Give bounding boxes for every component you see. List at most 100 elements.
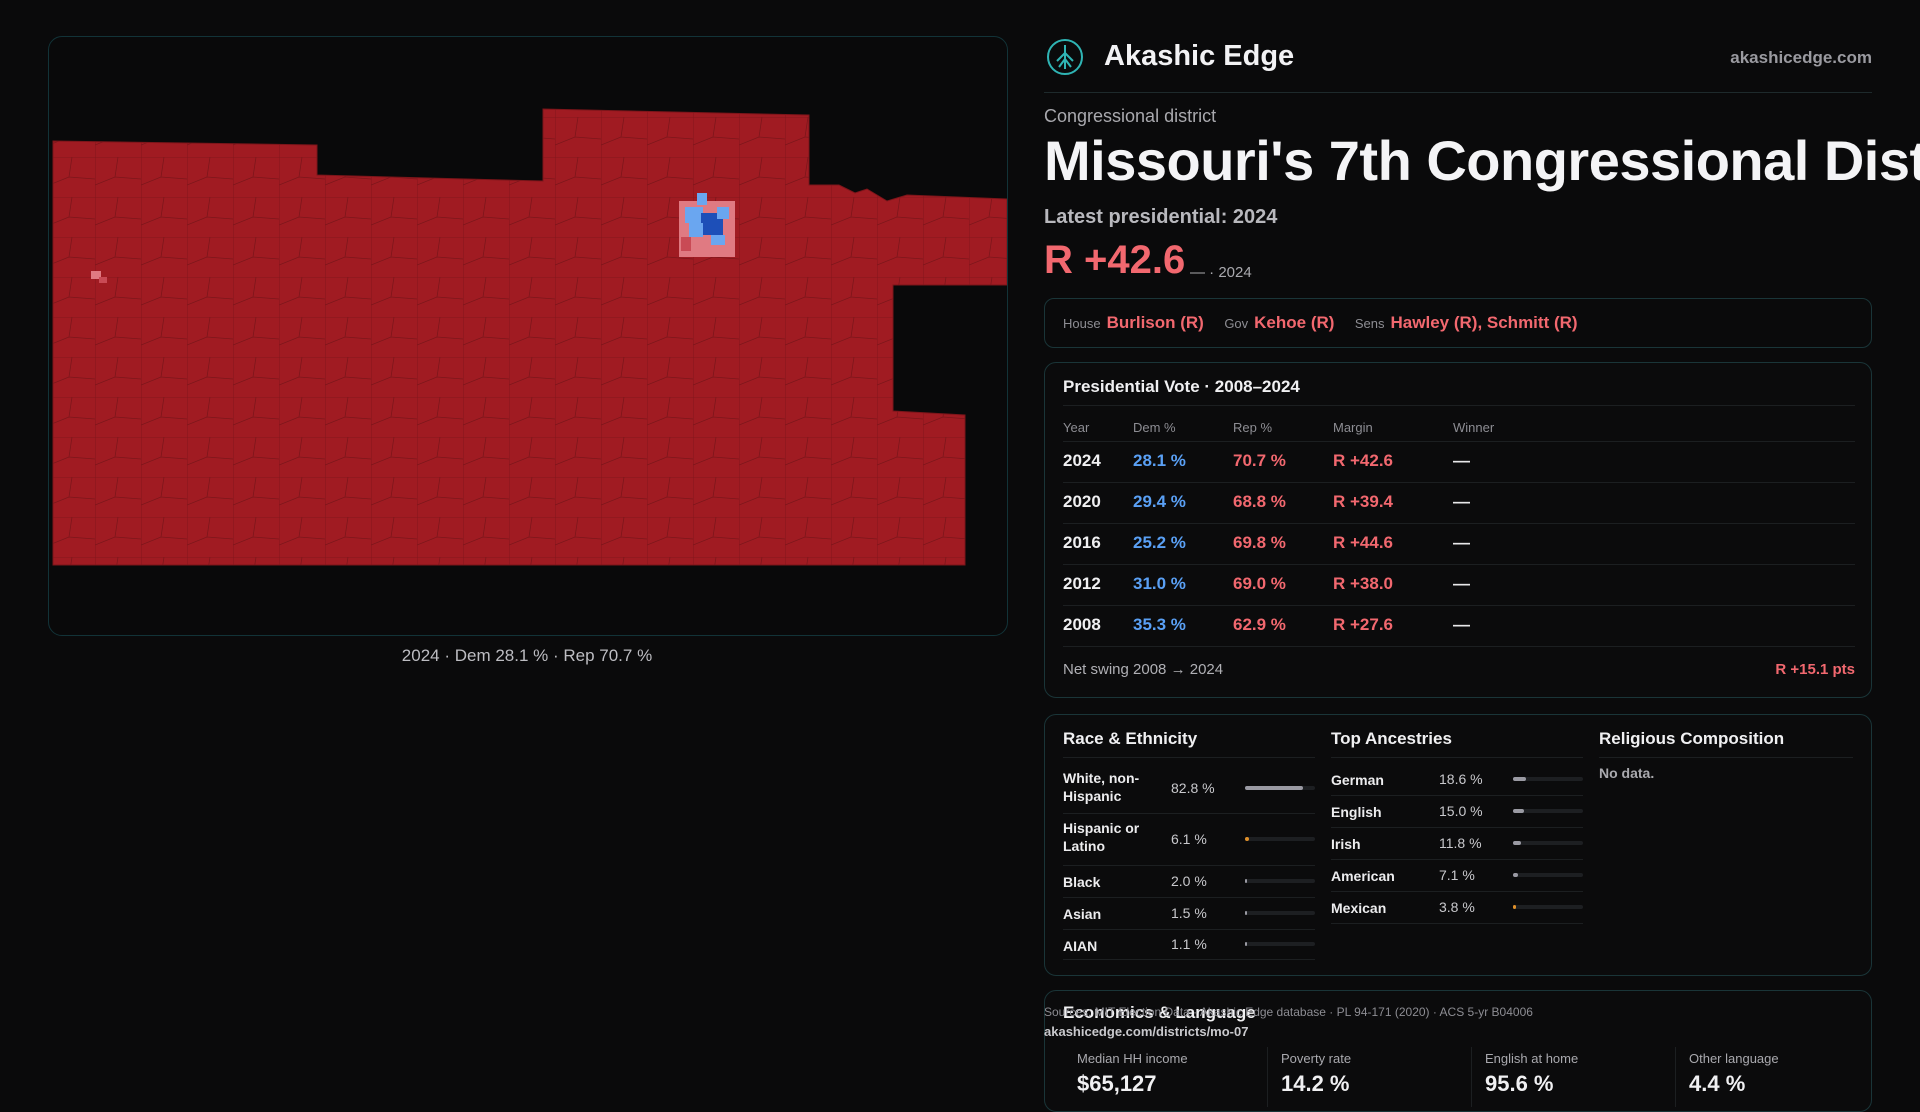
brand-header: Akashic Edge akashicedge.com bbox=[1044, 36, 1872, 93]
row-rep: 69.8 % bbox=[1233, 533, 1286, 552]
religion-nodata: No data. bbox=[1599, 765, 1655, 781]
col-rep: Rep % bbox=[1233, 420, 1273, 435]
row-winner: — bbox=[1453, 574, 1470, 593]
representatives-bar: House Burlison (R) Gov Kehoe (R) Sens Hawle… bbox=[1044, 298, 1872, 348]
bar-track bbox=[1513, 873, 1583, 877]
ancestries-section: Top Ancestries German 18.6 % English 15.0 %… bbox=[1331, 715, 1583, 975]
bar-label: AIAN bbox=[1063, 938, 1098, 954]
bar-value: 7.1 % bbox=[1439, 867, 1475, 883]
row-year: 2024 bbox=[1063, 451, 1101, 470]
bar-fill bbox=[1513, 905, 1516, 909]
gov-label: Gov bbox=[1224, 316, 1249, 331]
headline-margin-sub: — · 2024 bbox=[1190, 264, 1252, 281]
row-margin: R +42.6 bbox=[1333, 451, 1394, 470]
bar-row: English 15.0 % bbox=[1331, 795, 1583, 828]
stat-label: Poverty rate bbox=[1281, 1051, 1352, 1066]
latest-presidential-label: Latest presidential: 2024 bbox=[1044, 206, 1278, 228]
religion-title: Religious Composition bbox=[1599, 729, 1785, 748]
bar-row: Hispanic or Latino 6.1 % bbox=[1063, 813, 1315, 866]
bar-row: AIAN 1.1 % bbox=[1063, 929, 1315, 960]
net-swing: Net swing 2008 → 2024 R +15.1 pts bbox=[1063, 661, 1855, 678]
row-winner: — bbox=[1453, 492, 1470, 511]
joplin-cluster bbox=[91, 271, 107, 283]
row-winner: — bbox=[1453, 533, 1470, 552]
bar-value: 2.0 % bbox=[1171, 873, 1207, 889]
bar-label: German bbox=[1331, 772, 1384, 788]
stat-value: 14.2 % bbox=[1281, 1071, 1350, 1096]
economics-title: Economics & Language bbox=[1063, 1003, 1256, 1022]
row-rep: 69.0 % bbox=[1233, 574, 1286, 593]
brand-url[interactable]: akashicedge.com bbox=[1730, 48, 1872, 67]
bar-value: 15.0 % bbox=[1439, 803, 1483, 819]
row-rep: 70.7 % bbox=[1233, 451, 1286, 470]
bar-fill bbox=[1513, 841, 1522, 845]
bar-fill bbox=[1245, 911, 1247, 915]
bar-fill bbox=[1513, 809, 1524, 813]
bar-row: White, non-Hispanic 82.8 % bbox=[1063, 763, 1315, 814]
row-winner: — bbox=[1453, 451, 1470, 470]
bar-label: White, non-Hispanic bbox=[1063, 770, 1140, 804]
table-row: 2016 25.2 % 69.8 % R +44.6 — bbox=[1063, 523, 1855, 565]
row-year: 2020 bbox=[1063, 492, 1101, 511]
table-row: 2008 35.3 % 62.9 % R +27.6 — bbox=[1063, 605, 1855, 647]
bar-value: 1.1 % bbox=[1171, 936, 1207, 952]
table-row: 2020 29.4 % 68.8 % R +39.4 — bbox=[1063, 482, 1855, 524]
race-title: Race & Ethnicity bbox=[1063, 729, 1198, 748]
stat-value: $65,127 bbox=[1077, 1071, 1157, 1096]
bar-label: Asian bbox=[1063, 906, 1102, 922]
map-svg bbox=[52, 108, 1007, 566]
row-dem: 28.1 % bbox=[1133, 451, 1186, 470]
house-label: House bbox=[1063, 316, 1101, 331]
col-margin: Margin bbox=[1333, 420, 1373, 435]
stat-label: Median HH income bbox=[1077, 1051, 1188, 1066]
bar-track bbox=[1245, 837, 1315, 841]
demographics-card: Race & Ethnicity White, non-Hispanic 82.8… bbox=[1044, 714, 1872, 976]
bar-row: Mexican 3.8 % bbox=[1331, 891, 1583, 924]
row-dem: 31.0 % bbox=[1133, 574, 1186, 593]
bar-value: 3.8 % bbox=[1439, 899, 1475, 915]
bar-row: Asian 1.5 % bbox=[1063, 897, 1315, 930]
row-year: 2012 bbox=[1063, 574, 1101, 593]
col-dem: Dem % bbox=[1133, 420, 1176, 435]
bar-row: German 18.6 % bbox=[1331, 763, 1583, 796]
governor[interactable]: Kehoe (R) bbox=[1254, 313, 1335, 332]
bar-value: 18.6 % bbox=[1439, 771, 1483, 787]
bar-label: English bbox=[1331, 804, 1382, 820]
stat-label: English at home bbox=[1485, 1051, 1579, 1066]
bar-fill bbox=[1245, 942, 1247, 946]
house-rep[interactable]: Burlison (R) bbox=[1106, 313, 1204, 332]
table-header: Year Dem % Rep % Margin Winner bbox=[1063, 413, 1855, 442]
table-row: 2012 31.0 % 69.0 % R +38.0 — bbox=[1063, 564, 1855, 606]
bar-track bbox=[1513, 841, 1583, 845]
col-winner: Winner bbox=[1453, 420, 1495, 435]
row-year: 2016 bbox=[1063, 533, 1101, 552]
bar-label: Hispanic or Latino bbox=[1063, 820, 1140, 854]
row-margin: R +39.4 bbox=[1333, 492, 1394, 511]
bar-track bbox=[1513, 777, 1583, 781]
headline-margin: R +42.6 bbox=[1044, 238, 1186, 282]
row-winner: — bbox=[1453, 615, 1470, 634]
sens-label: Sens bbox=[1354, 316, 1385, 331]
bar-fill bbox=[1513, 873, 1518, 877]
row-dem: 29.4 % bbox=[1133, 492, 1186, 511]
bar-label: Irish bbox=[1331, 836, 1361, 852]
bar-label: Mexican bbox=[1331, 900, 1387, 916]
bar-track bbox=[1513, 905, 1583, 909]
bar-track bbox=[1245, 879, 1315, 883]
page-kicker: Congressional district bbox=[1044, 106, 1217, 126]
row-margin: R +27.6 bbox=[1333, 615, 1394, 634]
row-rep: 62.9 % bbox=[1233, 615, 1286, 634]
district-map[interactable] bbox=[48, 36, 1008, 636]
brand-name[interactable]: Akashic Edge bbox=[1104, 40, 1295, 72]
detail-panel: Akashic Edge akashicedge.com Congression… bbox=[1044, 0, 1920, 1112]
presidential-vote-card: Presidential Vote · 2008–2024 Year Dem %… bbox=[1044, 362, 1872, 698]
senators[interactable]: Hawley (R), Schmitt (R) bbox=[1390, 313, 1578, 332]
permalink[interactable]: akashicedge.com/districts/mo-07 bbox=[1044, 1024, 1249, 1039]
bar-track bbox=[1245, 942, 1315, 946]
bar-value: 11.8 % bbox=[1439, 835, 1482, 851]
bar-fill bbox=[1245, 879, 1247, 883]
row-rep: 68.8 % bbox=[1233, 492, 1286, 511]
net-swing-label: Net swing 2008 → 2024 bbox=[1063, 661, 1224, 678]
bar-fill bbox=[1245, 786, 1303, 790]
akashic-tree-icon[interactable] bbox=[1046, 38, 1084, 76]
